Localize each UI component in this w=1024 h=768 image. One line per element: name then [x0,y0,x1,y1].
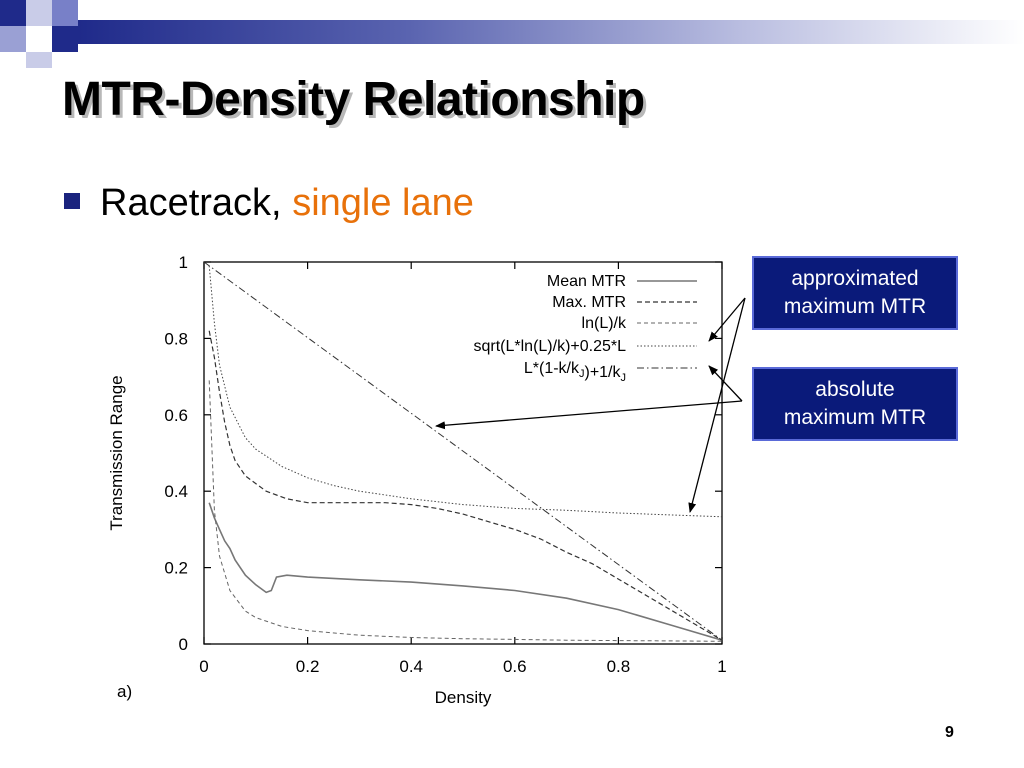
series-line-4 [208,265,723,518]
x-tick-label: 0.8 [607,657,631,676]
callout-absolute-line2: maximum MTR [783,406,927,429]
y-tick-label: 1 [179,253,188,272]
chart-axes: 0 0.2 0.4 0.6 0.8 1 0 0.2 0.4 0.6 0.8 1 Density Trans… [107,253,727,707]
bullet-item: Racetrack, single lane [64,182,474,225]
series-line-2 [208,330,723,641]
legend-label-1: Mean MTR [547,273,626,290]
chart-series [203,261,723,642]
deco-square-5 [26,26,52,52]
x-tick-label: 0 [199,657,208,676]
deco-square-3 [52,0,78,26]
callout-approx-mtr: approximated maximum MTR [752,256,958,330]
arrow-approx-to-legend [708,297,746,342]
bullet-highlight: single lane [292,182,474,224]
panel-label: a) [117,682,132,701]
x-tick-label: 0.2 [296,657,320,676]
slide-title: MTR-Density Relationship [62,73,645,126]
page-number: 9 [945,724,954,741]
y-tick-label: 0 [179,635,188,654]
series-line-3 [208,380,723,642]
y-axis-label: Transmission Range [107,375,126,530]
legend-label-3: ln(L)/k [582,315,627,332]
x-tick-label: 0.6 [503,657,527,676]
callout-arrows [435,297,746,513]
bullet-text: Racetrack, [100,182,282,224]
deco-square-4 [0,26,26,52]
callout-absolute-line1: absolute [815,378,895,401]
x-axis-label: Density [435,688,492,707]
callout-absolute-mtr: absolute maximum MTR [752,367,958,441]
callout-approx-line2: maximum MTR [783,295,927,318]
x-tick-label: 0.4 [399,657,423,676]
bullet-square-icon [64,192,80,209]
legend-label-2: Max. MTR [552,294,626,311]
callout-approx-line1: approximated [791,267,919,290]
y-tick-label: 0.2 [164,559,188,578]
deco-square-1 [0,0,26,26]
deco-square-7 [26,52,52,68]
plot-frame [203,261,723,645]
series-line-5 [203,261,723,641]
y-tick-label: 0.4 [164,482,188,501]
arrow-absolute-to-line [435,400,743,430]
y-tick-label: 0.8 [164,329,188,348]
deco-square-2 [26,0,52,26]
deco-square-6 [52,26,78,52]
arrow-approx-to-curve [688,297,746,513]
chart-legend: Mean MTR Max. MTR ln(L)/k sqrt(L*ln(L)/k)+0… [473,273,697,384]
series-line-1 [208,502,723,641]
legend-label-5: L*(1-k/kJ)+1/kJ [524,360,626,384]
arrow-absolute-to-legend [708,365,743,402]
header-gradient-bar [78,20,1024,44]
x-tick-label: 1 [717,657,726,676]
y-tick-label: 0.6 [164,406,188,425]
legend-label-4: sqrt(L*ln(L)/k)+0.25*L [473,338,626,355]
